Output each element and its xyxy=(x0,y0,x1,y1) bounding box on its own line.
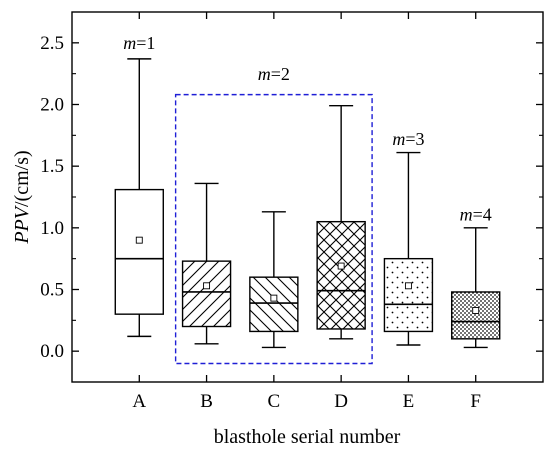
box-pattern xyxy=(384,258,433,332)
x-axis: A B C D E F xyxy=(132,12,481,412)
box-rect xyxy=(383,257,434,333)
annotation-m: m=1 xyxy=(123,33,155,53)
box-background xyxy=(115,189,164,315)
mean-marker xyxy=(270,294,278,302)
y-tick-label: 2.0 xyxy=(40,95,64,116)
annotation-layer: m=1m=2m=3m=4 xyxy=(123,33,492,224)
box-D xyxy=(316,105,366,340)
box-pattern xyxy=(317,221,366,329)
y-tick-label: 1.5 xyxy=(40,156,64,177)
y-axis-title-italic: PPV xyxy=(11,204,33,244)
y-axis-title: PPV/(cm/s) xyxy=(11,150,33,244)
group-layer xyxy=(174,93,373,365)
box-pattern xyxy=(249,277,298,332)
y-tick-label: 1.0 xyxy=(40,218,64,239)
mean-marker xyxy=(472,307,480,314)
y-axis-title-unit: /(cm/s) xyxy=(11,150,33,207)
y-tick-label: 2.5 xyxy=(40,33,64,54)
group-dashed-box xyxy=(174,93,373,365)
annotation-value: =2 xyxy=(271,64,290,84)
annotation-var: m xyxy=(258,64,271,84)
annotation-var: m xyxy=(123,33,136,53)
annotation-var: m xyxy=(460,204,473,224)
box-rect xyxy=(249,276,299,333)
boxes-layer xyxy=(114,58,501,349)
box-C xyxy=(249,211,299,349)
x-tick-label: F xyxy=(470,391,481,412)
annotation-m: m=2 xyxy=(258,64,290,84)
box-rect xyxy=(114,188,164,315)
annotation-value: =1 xyxy=(136,33,155,53)
x-tick-label: E xyxy=(403,391,415,412)
x-tick-label: D xyxy=(334,391,348,412)
box-rect xyxy=(181,260,232,328)
y-tick-label: 0.0 xyxy=(40,341,64,362)
mean-marker xyxy=(135,236,143,244)
box-pattern xyxy=(182,261,231,327)
box-rect xyxy=(316,220,366,330)
box-E xyxy=(383,151,434,346)
mean-marker xyxy=(337,262,345,270)
y-tick-label: 0.5 xyxy=(40,280,64,301)
box-pattern xyxy=(451,291,500,339)
x-tick-label: B xyxy=(200,391,213,412)
annotation-var: m xyxy=(392,129,405,149)
box-rect xyxy=(451,291,501,340)
annotation-value: =4 xyxy=(473,204,492,224)
annotation-value: =3 xyxy=(405,129,424,149)
box-A xyxy=(114,58,164,338)
mean-marker xyxy=(404,282,412,290)
annotation-m: m=4 xyxy=(460,204,492,224)
mean-marker xyxy=(203,282,211,290)
x-tick-label: A xyxy=(132,391,146,412)
box-F xyxy=(451,227,501,349)
y-axis: 0.0 0.5 1.0 1.5 2.0 2.5 xyxy=(40,33,543,362)
x-tick-label: C xyxy=(268,391,281,412)
annotation-m: m=3 xyxy=(392,129,424,149)
x-axis-title: blasthole serial number xyxy=(214,426,401,448)
box-B xyxy=(181,182,232,345)
